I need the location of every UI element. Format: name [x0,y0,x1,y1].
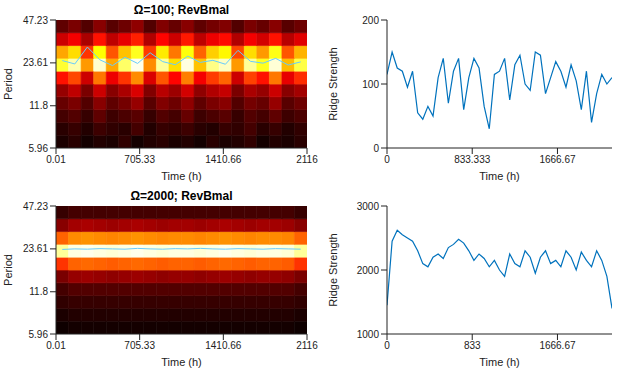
html-text:Ω=100; RevBmal: Ω=100; RevBmal [133,3,230,17]
svg-text:47.23: 47.23 [23,15,48,26]
svg-text:11.8: 11.8 [29,286,48,297]
svg-text:Time (h): Time (h) [161,356,202,368]
svg-text:Ridge Strength: Ridge Strength [327,233,339,306]
svg-text:833.333: 833.333 [454,154,491,165]
svg-text:2116: 2116 [296,154,318,165]
svg-text:1666.67: 1666.67 [539,340,576,351]
svg-text:2116: 2116 [296,340,318,351]
svg-text:1666.67: 1666.67 [539,154,576,165]
svg-text:11.8: 11.8 [29,100,48,111]
svg-text:5.96: 5.96 [29,143,49,154]
svg-text:0: 0 [384,154,390,165]
svg-text:100: 100 [362,79,379,90]
svg-text:2000: 2000 [357,265,380,276]
svg-text:1410.66: 1410.66 [205,154,242,165]
svg-text:5.96: 5.96 [29,329,49,340]
svg-text:1000: 1000 [357,329,380,340]
svg-text:0.01: 0.01 [46,154,66,165]
svg-text:Period: Period [2,254,14,286]
svg-text:47.23: 47.23 [23,201,48,212]
svg-text:23.61: 23.61 [23,57,48,68]
svg-text:3000: 3000 [357,201,380,212]
svg-text:Time (h): Time (h) [479,356,520,368]
svg-text:Time (h): Time (h) [479,170,520,182]
svg-text:705.33: 705.33 [124,340,155,351]
svg-text:Time (h): Time (h) [161,170,202,182]
svg-text:0.01: 0.01 [46,340,66,351]
svg-text:Ridge Strength: Ridge Strength [327,47,339,120]
svg-text:Period: Period [2,68,14,100]
svg-text:200: 200 [362,15,379,26]
svg-text:1410.66: 1410.66 [205,340,242,351]
svg-text:0: 0 [384,340,390,351]
svg-text:833: 833 [464,340,481,351]
svg-text:0: 0 [373,143,379,154]
svg-text:705.33: 705.33 [124,154,155,165]
svg-text:23.61: 23.61 [23,243,48,254]
html-text:Ω=2000; RevBmal: Ω=2000; RevBmal [130,189,233,203]
